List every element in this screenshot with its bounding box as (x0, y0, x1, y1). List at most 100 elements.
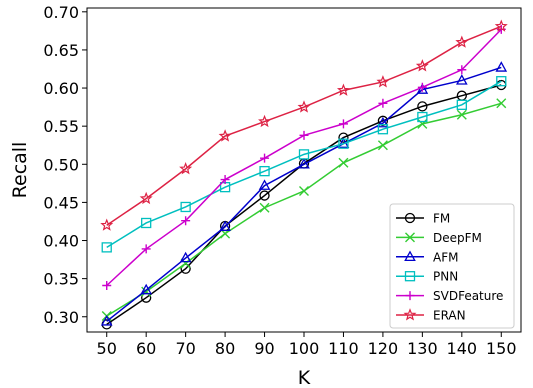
legend-marker (404, 212, 416, 224)
legend-item-pnn: PNN (396, 270, 458, 284)
data-point-svdfeature (220, 175, 230, 185)
x-tick-label: 110 (328, 339, 359, 358)
data-point-pnn (417, 111, 428, 123)
data-point-pnn (496, 76, 507, 87)
legend-marker (405, 232, 415, 243)
data-point-deepfm (338, 157, 349, 168)
x-tick-label: 50 (97, 339, 117, 358)
data-point-pnn (180, 201, 191, 213)
x-axis-title: K (298, 367, 311, 388)
data-point-eran (218, 129, 232, 142)
x-tick-label: 60 (136, 339, 156, 358)
y-axis: 0.30 0.35 0.40 0.45 0.50 0.55 0.60 0.65 0.70 (43, 3, 87, 327)
x-axis: 50 60 70 80 90 100 110 120 130 140 150 (97, 332, 517, 358)
series-line-afm (106, 66, 502, 322)
data-point-deepfm (259, 202, 270, 213)
y-tick-label: 0.30 (43, 308, 79, 327)
series-pnn (101, 76, 507, 253)
data-point-svdfeature (299, 130, 309, 140)
series-afm (100, 61, 508, 326)
x-tick-label: 150 (486, 339, 517, 358)
y-tick-label: 0.40 (43, 232, 79, 251)
x-tick-label: 120 (368, 339, 399, 358)
legend-marker (405, 291, 415, 301)
legend-label: ERAN (433, 309, 466, 323)
legend-marker (404, 250, 416, 262)
data-point-eran (415, 59, 429, 72)
y-tick-label: 0.55 (43, 117, 79, 136)
x-tick-label: 90 (254, 339, 274, 358)
legend-label: PNN (433, 270, 458, 284)
legend-marker (404, 271, 416, 282)
legend: FM DeepFM AFM PNN SVDFeature ERAN (389, 203, 515, 329)
data-point-pnn (338, 138, 349, 149)
series-eran (100, 19, 508, 231)
series-line-eran (106, 25, 502, 226)
data-point-afm (140, 283, 153, 295)
x-tick-label: 80 (215, 339, 235, 358)
data-point-eran (455, 35, 469, 48)
legend-item-deepfm: DeepFM (396, 231, 482, 245)
legend-box (389, 203, 515, 329)
y-tick-label: 0.60 (43, 79, 79, 98)
data-point-afm (100, 315, 113, 326)
series-line-pnn (106, 80, 502, 249)
data-point-deepfm (299, 185, 309, 196)
data-point-svdfeature (338, 119, 348, 129)
plot-area (100, 19, 508, 330)
legend-label: DeepFM (433, 231, 482, 245)
data-point-eran (139, 191, 153, 205)
legend-item-svdfeature: SVDFeature (396, 289, 503, 303)
data-point-deepfm (496, 98, 507, 109)
data-point-eran (376, 75, 390, 88)
data-point-pnn (456, 99, 467, 110)
x-tick-label: 100 (289, 339, 320, 358)
y-axis-title: Recall (9, 142, 31, 199)
x-tick-label: 130 (407, 339, 438, 358)
data-point-eran (179, 162, 193, 175)
data-point-svdfeature (457, 65, 467, 75)
data-point-afm (298, 157, 310, 169)
data-point-pnn (259, 165, 270, 177)
data-point-eran (297, 100, 311, 113)
data-point-pnn (377, 124, 389, 135)
data-point-eran (494, 19, 508, 32)
data-point-fm (417, 101, 428, 112)
data-point-pnn (101, 242, 112, 253)
data-point-afm (258, 179, 271, 190)
data-point-svdfeature (181, 216, 191, 226)
x-tick-label: 70 (175, 339, 195, 358)
data-point-fm (338, 132, 349, 143)
y-tick-label: 0.45 (43, 193, 79, 212)
legend-item-eran: ERAN (396, 308, 466, 323)
data-point-svdfeature (417, 82, 427, 92)
data-point-fm (259, 190, 270, 201)
legend-item-fm: FM (396, 212, 450, 226)
data-point-afm (377, 116, 389, 128)
data-point-eran (258, 114, 272, 128)
data-point-svdfeature (378, 98, 388, 108)
data-point-pnn (141, 217, 152, 229)
data-point-afm (455, 74, 468, 85)
data-point-deepfm (456, 109, 467, 120)
data-point-pnn (298, 149, 310, 160)
legend-label: AFM (433, 250, 458, 264)
data-point-svdfeature (260, 153, 270, 163)
legend-item-afm: AFM (396, 250, 458, 264)
data-point-svdfeature (141, 244, 151, 254)
y-tick-label: 0.65 (43, 41, 79, 60)
data-point-afm (179, 251, 192, 263)
y-tick-label: 0.50 (43, 155, 79, 174)
x-tick-label: 140 (447, 339, 478, 358)
legend-marker (403, 308, 417, 321)
y-tick-label: 0.35 (43, 270, 79, 289)
legend-label: SVDFeature (433, 289, 503, 303)
data-point-eran (336, 83, 350, 96)
data-point-afm (219, 220, 231, 232)
legend-label: FM (433, 212, 450, 226)
y-tick-label: 0.70 (43, 3, 79, 22)
data-point-afm (495, 61, 508, 72)
data-point-deepfm (377, 140, 388, 151)
data-point-eran (100, 218, 114, 231)
